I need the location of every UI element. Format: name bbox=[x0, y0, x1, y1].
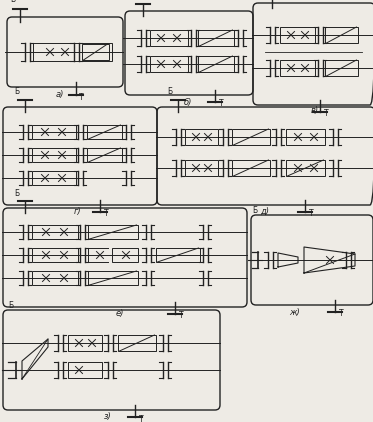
Text: Б: Б bbox=[15, 189, 19, 198]
Bar bbox=[87, 148, 122, 162]
Bar bbox=[185, 129, 218, 145]
Text: Б: Б bbox=[10, 0, 16, 4]
Bar bbox=[185, 160, 218, 176]
Text: Б: Б bbox=[9, 301, 13, 310]
Bar bbox=[82, 44, 109, 60]
Bar bbox=[280, 60, 315, 76]
Text: Т: Т bbox=[139, 414, 144, 422]
Text: а): а) bbox=[56, 90, 64, 99]
Bar bbox=[32, 248, 78, 262]
Text: Т: Т bbox=[79, 92, 84, 102]
Bar bbox=[32, 171, 76, 185]
Bar bbox=[33, 43, 112, 61]
Bar bbox=[68, 362, 102, 378]
Text: Т: Т bbox=[324, 109, 329, 119]
Bar bbox=[286, 160, 325, 176]
Bar bbox=[150, 56, 188, 72]
Bar bbox=[198, 30, 234, 46]
Bar bbox=[156, 248, 200, 262]
Text: в): в) bbox=[311, 106, 319, 115]
Text: Б: Б bbox=[15, 87, 19, 96]
Bar bbox=[68, 335, 102, 351]
Text: Т: Т bbox=[339, 309, 344, 319]
Text: Б: Б bbox=[253, 206, 258, 215]
Bar bbox=[198, 56, 234, 72]
Text: ж): ж) bbox=[289, 308, 300, 317]
Bar bbox=[286, 129, 325, 145]
Bar bbox=[87, 125, 122, 139]
Text: г): г) bbox=[74, 207, 82, 216]
Text: Б: Б bbox=[167, 87, 173, 96]
Text: д): д) bbox=[260, 207, 270, 216]
Bar bbox=[118, 335, 156, 351]
Bar bbox=[32, 271, 78, 285]
Bar bbox=[88, 271, 138, 285]
Bar bbox=[32, 125, 76, 139]
Bar bbox=[232, 129, 270, 145]
Text: Т: Т bbox=[104, 209, 109, 219]
Bar bbox=[325, 60, 358, 76]
Text: е): е) bbox=[116, 309, 124, 318]
Bar bbox=[32, 148, 76, 162]
Bar bbox=[325, 27, 358, 43]
Bar bbox=[112, 248, 138, 262]
Bar bbox=[280, 27, 315, 43]
Text: Т: Т bbox=[219, 100, 224, 108]
Text: Т: Т bbox=[179, 311, 184, 320]
Text: з): з) bbox=[104, 412, 112, 421]
Bar bbox=[32, 225, 78, 239]
Text: Т: Т bbox=[309, 209, 314, 219]
Bar bbox=[88, 225, 138, 239]
Text: б): б) bbox=[184, 98, 192, 107]
Bar bbox=[150, 30, 188, 46]
Bar bbox=[232, 160, 270, 176]
